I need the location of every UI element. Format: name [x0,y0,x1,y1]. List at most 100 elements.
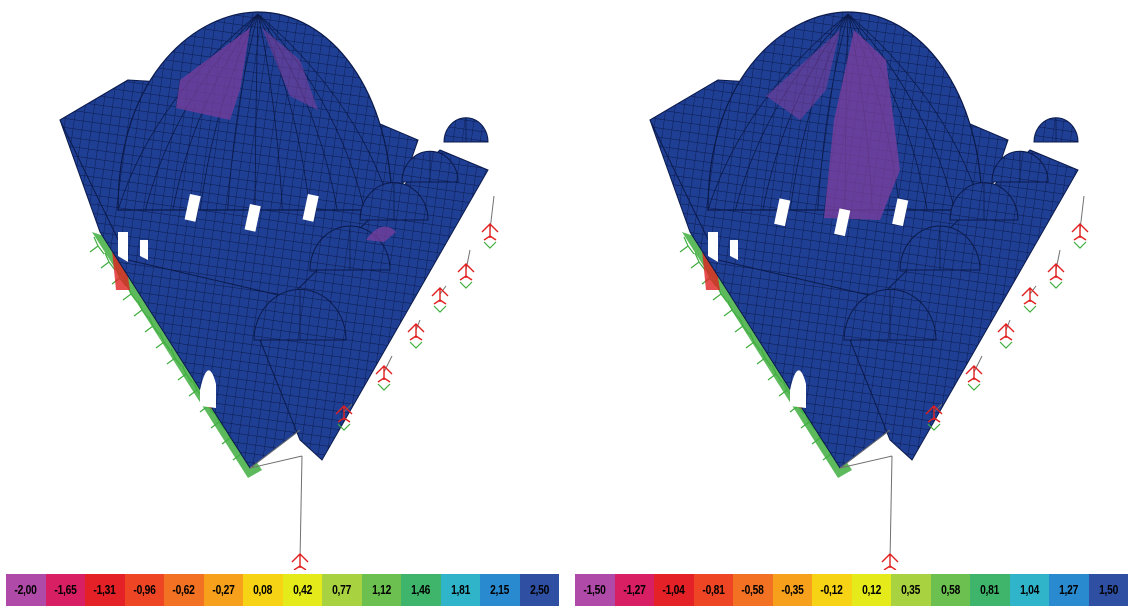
color-legend-left: -2,00 -1,65 -1,31 -0,96 -0,62 -0,27 0,08 0,42 0,… [6,574,559,606]
dome-meridian [257,13,365,211]
legend-swatch: 0,12 [851,574,891,606]
legend-value: 1,81 [450,583,470,597]
column-support [407,323,425,341]
dome-meridian [817,13,849,211]
column-support [1021,287,1039,305]
legend-value: 1,46 [411,583,431,597]
column-support-base [337,423,351,431]
color-legend-right: -1,50 -1,27 -1,04 -0,81 -0,58 -0,35 -0,12 0,12 0… [575,574,1128,606]
column-line [439,285,447,295]
legend-value: 0,08 [253,583,273,597]
contour-panel-right: -1,50 -1,27 -1,04 -0,81 -0,58 -0,35 -0,12 0,12 0… [569,0,1138,606]
column-support-base [483,241,497,249]
dome-window [892,198,909,227]
legend-value: -0,62 [172,583,195,597]
column-line [343,403,353,413]
legend-value: 1,50 [1098,583,1118,597]
legend-value: 1,12 [371,583,391,597]
column-support [925,405,943,423]
support-hatch [177,364,193,383]
support-hatch [767,364,783,383]
legend-swatch: 1,46 [401,574,441,606]
legend-swatch: 1,27 [1049,574,1089,606]
dome-meridian [257,13,338,211]
legend-swatch: 2,15 [480,574,520,606]
column-support [291,553,309,570]
support-hatch [723,300,739,319]
stress-zone [366,226,396,242]
column-support [965,365,983,383]
legend-swatch: -1,31 [85,574,125,606]
legend-value: 1,04 [1019,583,1039,597]
column-support-base [999,341,1013,349]
legend-value: 0,58 [940,583,960,597]
legend-value: -0,27 [212,583,235,597]
legend-value: -0,58 [741,583,764,597]
legend-swatch: 0,08 [243,574,283,606]
structure-model-left [59,11,499,570]
column-line [383,355,393,373]
dome-meridian [117,13,259,211]
dome-meridian [257,13,283,211]
legend-swatch: -1,27 [614,574,654,606]
dome-meridian [227,13,259,211]
column-line [933,403,943,413]
arched-opening [140,240,148,260]
column-support-base [377,383,391,391]
dome-meridian [707,13,849,211]
arched-opening [730,240,738,260]
legend-swatch: 1,50 [1088,574,1128,606]
legend-value: 0,77 [332,583,352,597]
edge-line [249,455,303,469]
support-hatch [133,300,149,319]
legend-value: -1,27 [623,583,646,597]
dome-window [244,203,261,232]
column-support [431,287,449,305]
legend-swatch: -1,04 [654,574,694,606]
dome-window [774,198,791,227]
contour-panel-left: -2,00 -1,65 -1,31 -0,96 -0,62 -0,27 0,08 0,42 0,… [6,11,559,606]
column-support-base [1023,305,1037,313]
arched-opening [118,232,128,262]
column-support-base [967,383,981,391]
support-hatch [155,332,171,351]
legend-swatch: 1,81 [440,574,480,606]
dome-meridian [735,13,849,211]
legend-value: 1,27 [1059,583,1079,597]
legend-value: -0,35 [781,583,804,597]
legend-value: 0,81 [980,583,1000,597]
edge-line [839,455,893,469]
arched-opening [200,370,216,408]
column-line [1029,285,1037,295]
support-hatch [745,332,761,351]
column-support [1047,263,1065,281]
dome-window [184,194,201,222]
legend-value: -1,31 [93,583,116,597]
legend-value: -0,12 [820,583,843,597]
stress-zone [262,28,318,110]
structure-model-right [649,11,1089,570]
support-hatch [734,316,750,335]
legend-swatch: -0,27 [203,574,243,606]
column-support [335,405,353,423]
support-hatch [756,348,772,367]
column-support-base [927,423,941,431]
support-hatch [679,236,695,255]
legend-swatch: -0,81 [693,574,733,606]
edge-line [839,429,891,469]
column-line [973,355,983,373]
column-support [481,223,499,241]
dome-meridian [847,13,928,211]
column-support [375,365,393,383]
column-support [1071,223,1089,241]
support-hatch [89,236,105,255]
column-line [889,455,893,561]
support-hatch [144,316,160,335]
legend-swatch: 2,50 [519,574,559,606]
dome-window [834,208,851,237]
column-support [881,553,899,570]
legend-swatch: 0,42 [282,574,322,606]
column-support-base [1049,281,1063,289]
legend-value: -0,81 [702,583,725,597]
legend-value: -1,04 [662,583,685,597]
